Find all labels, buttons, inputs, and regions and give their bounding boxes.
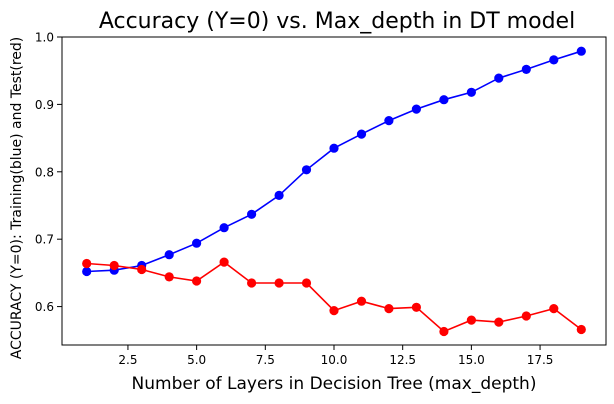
data-point (329, 143, 339, 153)
data-point (356, 296, 367, 306)
y-tick-label: 0.9 (35, 98, 54, 112)
data-point (247, 209, 257, 219)
chart-title: Accuracy (Y=0) vs. Max_depth in DT model (99, 9, 575, 34)
x-tick-label: 7.5 (256, 353, 275, 367)
data-point (439, 95, 449, 105)
data-point (576, 324, 586, 335)
series-line-0 (86, 50, 582, 273)
data-point (274, 190, 284, 200)
y-axis-label: ACCURACY (Y=0): Training(blue) and Test(… (9, 37, 25, 360)
y-tick-label: 0.7 (35, 233, 54, 247)
data-point (549, 55, 559, 65)
data-point (82, 266, 92, 277)
data-point (192, 276, 202, 286)
y-axis-ticks: 0.6 0.7 0.8 0.9 1.0 (35, 31, 62, 314)
x-axis-label: Number of Layers in Decision Tree (max_d… (132, 374, 537, 394)
data-point (301, 165, 312, 175)
data-point (411, 302, 421, 312)
data-point (466, 87, 476, 97)
x-tick-label: 5.0 (187, 353, 206, 367)
x-axis-ticks: 2.5 5.0 7.5 10.0 12.5 15.0 17.5 (118, 345, 553, 367)
data-point (164, 272, 174, 282)
data-point (356, 129, 367, 139)
x-tick-label: 10.0 (321, 353, 348, 367)
data-point (192, 238, 202, 248)
data-point (219, 257, 229, 267)
data-point (247, 278, 257, 288)
data-point (521, 64, 531, 74)
y-tick-label: 0.8 (35, 165, 54, 179)
data-point (439, 326, 449, 337)
data-point (301, 278, 312, 288)
data-point (164, 250, 174, 260)
x-tick-label: 15.0 (458, 353, 485, 367)
data-point (137, 264, 147, 275)
data-point (384, 304, 394, 314)
data-point (494, 73, 504, 83)
data-point (466, 315, 476, 325)
x-tick-label: 2.5 (118, 353, 137, 367)
data-point (521, 311, 531, 321)
data-point (82, 258, 92, 269)
data-point (549, 304, 559, 314)
data-point (576, 46, 586, 56)
data-point (411, 104, 421, 114)
plot-area (61, 36, 607, 346)
series-line-1 (86, 261, 582, 333)
data-point (384, 116, 394, 126)
x-tick-label: 17.5 (527, 353, 554, 367)
data-point (274, 278, 284, 288)
data-point (329, 306, 339, 316)
data-point (219, 223, 229, 233)
data-point (494, 317, 504, 327)
x-tick-label: 12.5 (389, 353, 416, 367)
plot-frame (61, 36, 607, 346)
data-point (109, 260, 119, 271)
y-tick-label: 1.0 (35, 31, 54, 45)
y-tick-label: 0.6 (35, 300, 54, 314)
